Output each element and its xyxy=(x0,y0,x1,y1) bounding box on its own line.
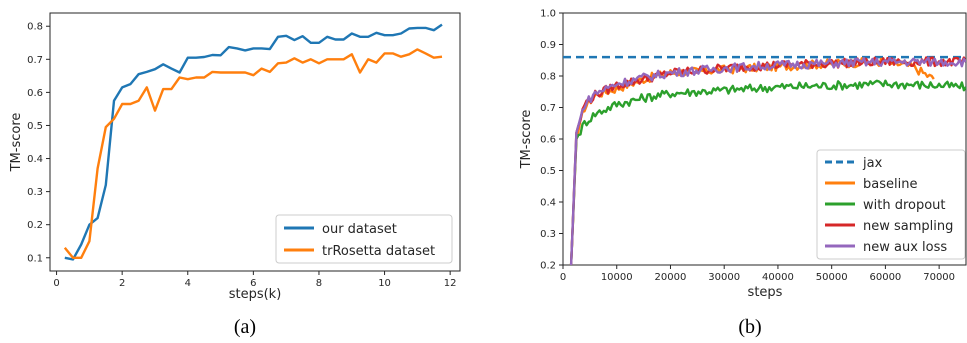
y-tick-label: 0.6 xyxy=(540,135,556,146)
legend-b-label-baseline: baseline xyxy=(863,177,917,192)
y-tick-label: 0.9 xyxy=(540,40,556,51)
x-tick-label: 6 xyxy=(250,278,256,289)
legend-b-label-with-dropout: with dropout xyxy=(863,198,946,213)
chart-a-legend-box xyxy=(275,214,453,264)
chart-a-plot-frame xyxy=(49,12,461,272)
y-tick-label: 0.2 xyxy=(540,261,556,272)
x-tick-label: 20000 xyxy=(655,272,687,283)
x-tick-label: 0 xyxy=(560,272,566,283)
legend-a-label-trrosetta-dataset: trRosetta dataset xyxy=(322,244,435,259)
y-tick-label: 1.0 xyxy=(540,9,556,20)
y-tick-label: 0.7 xyxy=(540,103,556,114)
caption-b: (b) xyxy=(738,316,761,338)
chart-a-xlabel: steps(k) xyxy=(229,287,282,302)
x-tick-label: 40000 xyxy=(762,272,794,283)
y-tick-label: 0.3 xyxy=(27,187,43,198)
chart-b-ticks: 0 10000 20000 30000 40000 50000 60000 70000 0.2 0… xyxy=(540,9,955,284)
series-line-trrosetta-dataset xyxy=(63,48,443,259)
x-tick-label: 8 xyxy=(316,278,322,289)
legend-b-label-new-aux-loss: new aux loss xyxy=(863,240,947,255)
chart-a-ylabel: TM-score xyxy=(9,113,24,173)
chart-a-series xyxy=(63,23,443,261)
chart-a-legend: our dataset trRosetta dataset xyxy=(275,214,453,264)
y-tick-label: 0.4 xyxy=(27,154,43,165)
y-tick-label: 0.8 xyxy=(540,72,556,83)
legend-a-label-our-dataset: our dataset xyxy=(322,222,397,237)
chart-a-ticks: 0 2 4 6 8 10 12 0.1 0.2 0.3 0.4 0.5 0.6 0.7 0.8 xyxy=(27,22,456,289)
chart-b-legend: jax baseline with dropout new sampling n… xyxy=(816,149,966,260)
plot-area xyxy=(63,23,443,261)
chart-b-ylabel: TM-score xyxy=(519,110,534,170)
chart-b-xlabel: steps xyxy=(748,285,783,300)
chart-a: 0 2 4 6 8 10 12 0.1 0.2 0.3 0.4 0.5 0.6 0.7 0.8 steps(… xyxy=(9,12,461,302)
x-tick-label: 50000 xyxy=(816,272,848,283)
y-tick-label: 0.1 xyxy=(27,253,43,264)
x-tick-label: 12 xyxy=(444,278,457,289)
x-tick-label: 60000 xyxy=(869,272,901,283)
y-tick-label: 0.4 xyxy=(540,198,556,209)
plot-area xyxy=(563,55,966,265)
x-tick-label: 10 xyxy=(378,278,391,289)
x-tick-label: 70000 xyxy=(923,272,955,283)
chart-b-legend-box xyxy=(816,149,966,260)
y-tick-label: 0.6 xyxy=(27,88,43,99)
legend-b-label-jax: jax xyxy=(862,156,883,171)
caption-a: (a) xyxy=(234,316,256,338)
y-tick-label: 0.5 xyxy=(540,166,556,177)
x-tick-label: 2 xyxy=(119,278,125,289)
y-tick-label: 0.2 xyxy=(27,220,43,231)
series-line-our-dataset xyxy=(64,23,443,261)
x-tick-label: 10000 xyxy=(601,272,633,283)
y-tick-label: 0.8 xyxy=(27,22,43,33)
series-line-new-aux-loss xyxy=(569,56,966,265)
x-tick-label: 0 xyxy=(53,278,59,289)
chart-b-series xyxy=(563,55,966,265)
x-tick-label: 30000 xyxy=(708,272,740,283)
x-tick-label: 4 xyxy=(185,278,191,289)
y-tick-label: 0.7 xyxy=(27,55,43,66)
chart-b: 0 10000 20000 30000 40000 50000 60000 70000 0.2 0… xyxy=(519,9,967,300)
legend-b-label-new-sampling: new sampling xyxy=(863,219,953,234)
y-tick-label: 0.3 xyxy=(540,229,556,240)
series-line-with-dropout xyxy=(569,79,966,265)
y-tick-label: 0.5 xyxy=(27,121,43,132)
